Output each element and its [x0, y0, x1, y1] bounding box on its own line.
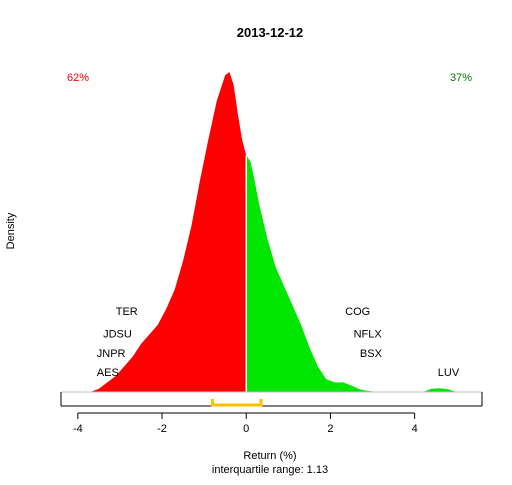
plot-area: -4 -2 0 2 4 TER JDSU JNPR AES COG NFLX BSX LUV: [60, 72, 483, 435]
iqr-bracket: [211, 399, 263, 407]
ticker-annotation: TER: [116, 306, 138, 318]
x-tick-label: 2: [327, 423, 333, 435]
ticker-annotation: NFLX: [354, 329, 383, 341]
ticker-annotation: JNPR: [97, 348, 126, 360]
x-axis-label: Return (%): [243, 450, 296, 462]
x-tick-label: 4: [412, 423, 418, 435]
ticker-annotation: AES: [97, 367, 119, 379]
x-tick-label: -4: [73, 423, 83, 435]
ticker-annotation: BSX: [360, 348, 383, 360]
ticker-annotation: LUV: [438, 367, 460, 379]
positive-density-area: [246, 155, 457, 392]
negative-density-area: [90, 72, 247, 392]
y-axis-label: Density: [5, 212, 17, 249]
x-tick-label: -2: [157, 423, 167, 435]
negative-share-label: 62%: [67, 72, 89, 84]
ticker-annotation: JDSU: [103, 329, 132, 341]
chart-title: 2013-12-12: [237, 25, 304, 40]
iqr-subtitle: interquartile range: 1.13: [212, 464, 328, 476]
positive-share-label: 37%: [450, 72, 472, 84]
ticker-annotation: COG: [345, 306, 370, 318]
x-tick-label: 0: [243, 423, 249, 435]
